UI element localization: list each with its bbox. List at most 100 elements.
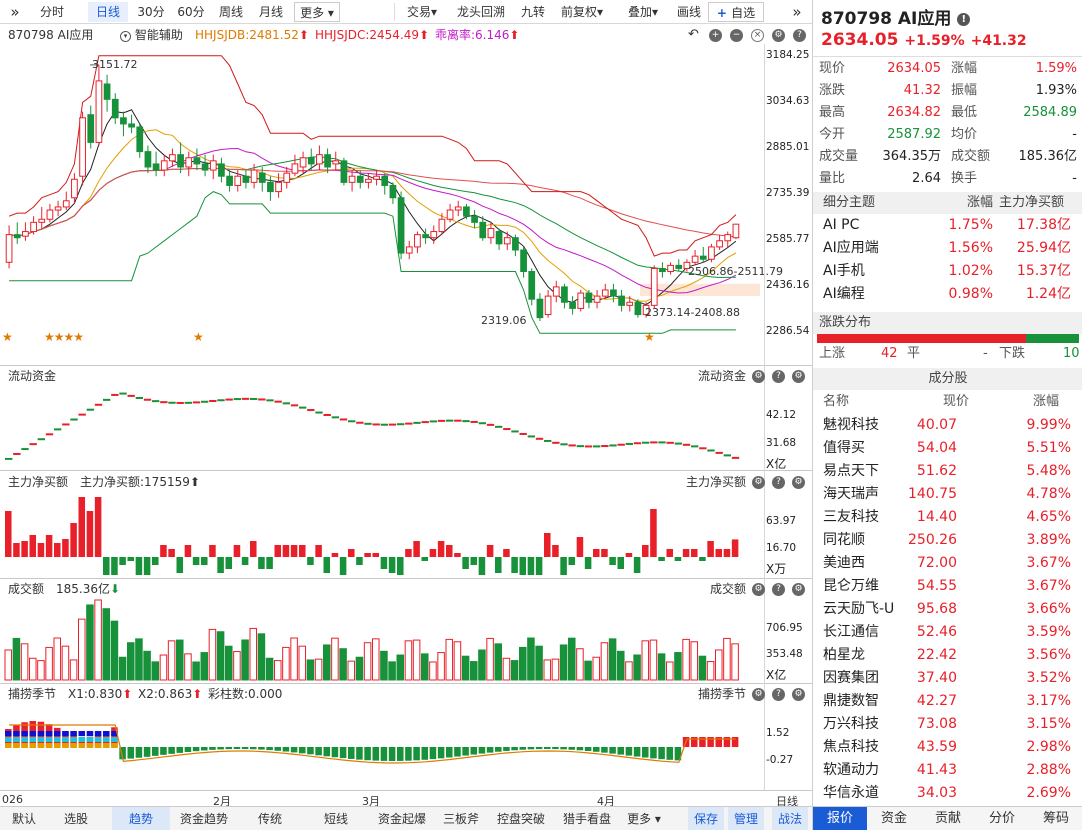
candlestick-chart[interactable] (0, 44, 812, 806)
smart-assist-toggle[interactable]: ▾ 智能辅助 (120, 27, 183, 43)
component-row[interactable]: 值得买 54.04 5.51% (813, 437, 1082, 459)
price-tick: 3034.63 (766, 95, 810, 107)
component-row[interactable]: 三友科技 14.40 4.65% (813, 506, 1082, 528)
season-bar (503, 747, 510, 751)
component-price: 52.46 (916, 624, 957, 640)
settings-gear-icon[interactable]: ⚙ (752, 688, 765, 701)
minus-icon[interactable]: − (730, 29, 743, 42)
amount-bar (184, 653, 192, 681)
component-row[interactable]: 美迪西 72.00 3.67% (813, 552, 1082, 574)
close-icon[interactable]: × (751, 29, 764, 42)
add-favorite-button[interactable]: + 自选 (708, 2, 764, 22)
theme-row[interactable]: AI编程 0.98% 1.24亿 (813, 283, 1082, 305)
net-bar (103, 557, 110, 575)
help-icon[interactable]: ? (793, 29, 806, 42)
season-color-bar (103, 743, 110, 748)
tactics-button[interactable]: 战法 (772, 807, 808, 830)
flow-mark (86, 408, 95, 411)
tab-control-breakout[interactable]: 控盘突破 (496, 812, 545, 826)
season-bar (699, 737, 706, 747)
save-button[interactable]: 保存 (688, 807, 724, 830)
component-row[interactable]: 易点天下 51.62 5.48% (813, 460, 1082, 482)
collapse-left-icon[interactable]: » (10, 3, 20, 21)
component-row[interactable]: 柏星龙 22.42 3.56% (813, 644, 1082, 666)
tab-funds[interactable]: 资金 (880, 811, 907, 826)
gear-icon[interactable]: ⚙ (792, 583, 805, 596)
component-row[interactable]: 因赛集团 37.40 3.52% (813, 667, 1082, 689)
add-icon[interactable]: + (709, 29, 722, 42)
tab-quote[interactable]: 报价 (813, 807, 867, 830)
trade-button[interactable]: 交易▾ (402, 2, 442, 22)
tab-60min[interactable]: 60分 (177, 5, 205, 19)
season-color-bar (5, 731, 12, 736)
manage-button[interactable]: 管理 (728, 807, 764, 830)
component-row[interactable]: 万兴科技 73.08 3.15% (813, 713, 1082, 735)
tab-fund-burst[interactable]: 资金起爆 (377, 812, 426, 826)
draw-line-button[interactable]: 画线 (676, 5, 701, 19)
tab-fund-trend[interactable]: 资金趋势 (179, 812, 228, 826)
theme-row[interactable]: AI手机 1.02% 15.37亿 (813, 260, 1082, 282)
component-row[interactable]: 魅视科技 40.07 9.99% (813, 414, 1082, 436)
tab-contribution[interactable]: 贡献 (934, 811, 961, 826)
quote-value: 2587.92 (887, 127, 941, 142)
component-row[interactable]: 焦点科技 43.59 2.98% (813, 736, 1082, 758)
component-row[interactable]: 云天励飞-U 95.68 3.66% (813, 598, 1082, 620)
theme-row[interactable]: AI PC 1.75% 17.38亿 (813, 214, 1082, 236)
back-icon[interactable]: ↶ (688, 27, 699, 42)
season-bar (511, 747, 518, 751)
tab-timeshare[interactable]: 分时 (39, 5, 64, 19)
season-color-bar (54, 743, 61, 748)
help-icon[interactable]: ? (772, 583, 785, 596)
net-bar (225, 557, 233, 569)
star-icon[interactable]: ★ (2, 330, 13, 344)
help-icon[interactable]: ? (772, 370, 785, 383)
tab-price-dist[interactable]: 分价 (988, 811, 1015, 826)
help-icon[interactable]: ? (772, 476, 785, 489)
component-row[interactable]: 昆仑万维 54.55 3.67% (813, 575, 1082, 597)
settings-gear-icon[interactable]: ⚙ (772, 29, 785, 42)
component-row[interactable]: 鼎捷数智 42.27 3.17% (813, 690, 1082, 712)
info-icon[interactable]: ! (957, 13, 971, 26)
component-pct: 3.56% (1026, 647, 1071, 663)
star-icon[interactable]: ★ (644, 330, 655, 344)
component-row[interactable]: 软通动力 41.43 2.88% (813, 759, 1082, 781)
tab-30min[interactable]: 30分 (137, 5, 165, 19)
dragon-backtrack-button[interactable]: 龙头回溯 (456, 5, 505, 19)
settings-gear-icon[interactable]: ⚙ (752, 476, 765, 489)
tab-stock-pick[interactable]: 选股 (63, 812, 88, 826)
tab-hunter[interactable]: 猎手看盘 (562, 812, 611, 826)
nine-turn-button[interactable]: 九转 (520, 5, 545, 19)
gear-icon[interactable]: ⚙ (792, 370, 805, 383)
chevron-circle-icon: ▾ (120, 31, 131, 42)
component-row[interactable]: 华信永道 34.03 2.69% (813, 782, 1082, 804)
component-row[interactable]: 长江通信 52.46 3.59% (813, 621, 1082, 643)
gear-icon[interactable]: ⚙ (792, 688, 805, 701)
tab-monthly[interactable]: 月线 (258, 5, 283, 19)
tab-chips[interactable]: 筹码 (1042, 811, 1069, 826)
amount-bar (45, 646, 53, 681)
component-row[interactable]: 同花顺 250.26 3.89% (813, 529, 1082, 551)
net-bar (593, 549, 600, 557)
tab-traditional[interactable]: 传统 (257, 812, 282, 826)
settings-gear-icon[interactable]: ⚙ (752, 370, 765, 383)
tab-more[interactable]: 更多 ▾ (620, 807, 668, 830)
tab-short-term[interactable]: 短线 (323, 812, 348, 826)
adjust-dropdown[interactable]: 前复权▾ (558, 2, 606, 22)
overlay-dropdown[interactable]: 叠加▾ (622, 2, 664, 22)
settings-gear-icon[interactable]: ⚙ (752, 583, 765, 596)
tab-weekly[interactable]: 周线 (218, 5, 243, 19)
tab-trend[interactable]: 趋势 (112, 807, 170, 830)
more-periods-dropdown[interactable]: 更多 ▾ (294, 2, 340, 22)
tab-default[interactable]: 默认 (11, 812, 36, 826)
theme-row[interactable]: AI应用端 1.56% 25.94亿 (813, 237, 1082, 259)
tab-daily[interactable]: 日线 (88, 2, 128, 22)
tab-three-axes[interactable]: 三板斧 (442, 812, 479, 826)
flow-mark (290, 404, 299, 407)
help-icon[interactable]: ? (772, 688, 785, 701)
star-icon[interactable]: ★ (193, 330, 204, 344)
candle-body (307, 157, 315, 165)
star-icon[interactable]: ★★★★ (44, 330, 84, 344)
gear-icon[interactable]: ⚙ (792, 476, 805, 489)
expand-right-icon[interactable]: » (792, 3, 802, 21)
component-row[interactable]: 海天瑞声 140.75 4.78% (813, 483, 1082, 505)
